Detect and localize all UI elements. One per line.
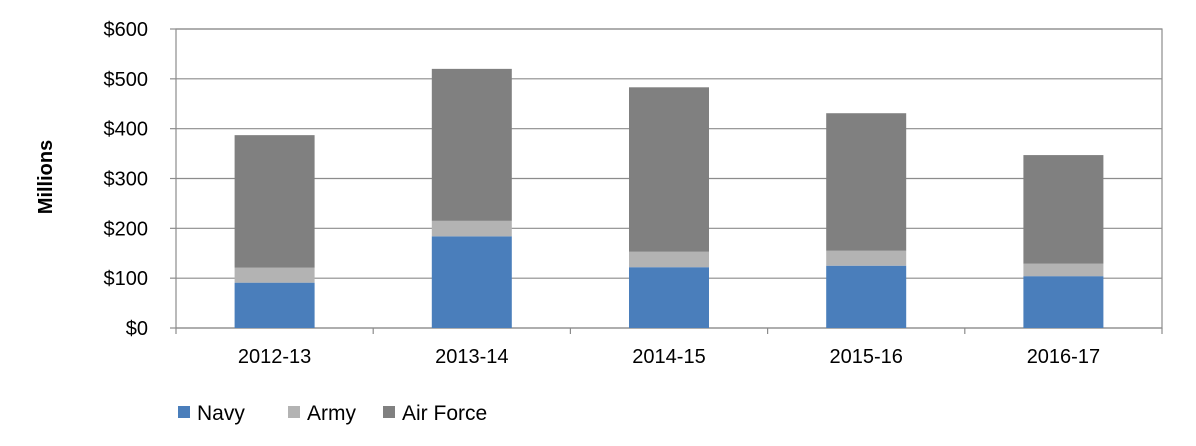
bar-air-force-2016-17 bbox=[1023, 155, 1104, 264]
bar-navy-2012-13 bbox=[234, 282, 315, 328]
bar-air-force-2013-14 bbox=[431, 68, 512, 221]
x-tick-label: 2015-16 bbox=[829, 346, 902, 368]
legend-swatch-air-force bbox=[383, 406, 395, 418]
bar-navy-2014-15 bbox=[629, 267, 709, 328]
legend-label-air-force: Air Force bbox=[402, 402, 487, 425]
legend-swatch-army bbox=[288, 406, 300, 418]
y-tick-label: $300 bbox=[104, 169, 149, 191]
bar-air-force-2015-16 bbox=[826, 113, 907, 251]
y-tick-label: $500 bbox=[104, 69, 149, 91]
bar-air-force-2014-15 bbox=[629, 87, 709, 252]
x-tick-label: 2016-17 bbox=[1027, 346, 1100, 368]
x-tick-label: 2012-13 bbox=[238, 346, 311, 368]
y-tick-label: $0 bbox=[126, 318, 148, 340]
bar-army-2013-14 bbox=[431, 220, 512, 237]
bar-air-force-2012-13 bbox=[234, 135, 315, 268]
bar-army-2014-15 bbox=[629, 251, 709, 268]
y-tick-label: $400 bbox=[104, 119, 149, 141]
bars bbox=[234, 68, 1104, 328]
bar-navy-2013-14 bbox=[431, 236, 512, 328]
legend: Navy Army Air Force bbox=[178, 402, 487, 425]
legend-label-navy: Navy bbox=[197, 402, 245, 425]
y-axis-ticks: $0 $100 $200 $300 $400 $500 $600 bbox=[104, 19, 176, 340]
legend-swatch-navy bbox=[178, 406, 190, 418]
y-axis-title: Millions bbox=[35, 140, 57, 214]
y-tick-label: $100 bbox=[104, 268, 149, 290]
legend-label-army: Army bbox=[307, 402, 356, 425]
x-tick-label: 2013-14 bbox=[435, 346, 508, 368]
bar-army-2012-13 bbox=[234, 267, 315, 283]
y-tick-label: $600 bbox=[104, 19, 149, 41]
bar-army-2016-17 bbox=[1023, 263, 1104, 277]
bar-navy-2015-16 bbox=[826, 265, 907, 328]
gridlines bbox=[176, 28, 1162, 329]
bar-army-2015-16 bbox=[826, 250, 907, 266]
x-tick-label: 2014-15 bbox=[632, 346, 705, 368]
bar-navy-2016-17 bbox=[1023, 276, 1104, 328]
x-axis-ticks: 2012-13 2013-14 2014-15 2015-16 2016-17 bbox=[175, 328, 1163, 368]
y-tick-label: $200 bbox=[104, 218, 149, 240]
